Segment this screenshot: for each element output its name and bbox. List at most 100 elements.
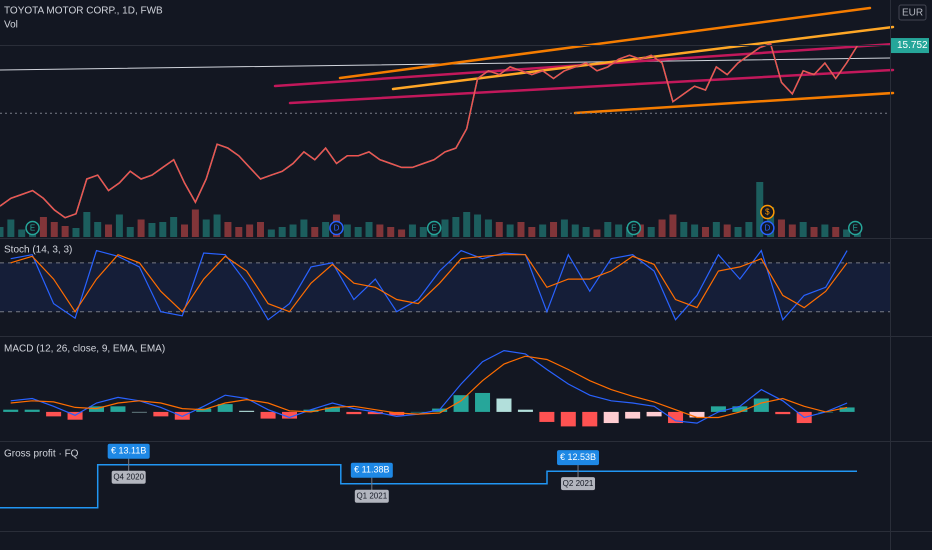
volume-bar <box>788 224 796 237</box>
volume-bar <box>289 224 297 237</box>
step-line <box>0 464 857 509</box>
currency-box[interactable] <box>898 4 927 21</box>
histogram-bar <box>3 409 19 412</box>
volume-bar <box>105 224 113 237</box>
event-label: E <box>30 224 35 233</box>
histogram-bar <box>775 411 791 415</box>
histogram-bar <box>453 395 469 412</box>
event-label: D <box>764 224 770 233</box>
volume-bar <box>495 222 503 237</box>
currency[interactable]: EUR <box>902 8 923 19</box>
volume-bar <box>18 229 26 237</box>
volume-bar <box>799 222 807 237</box>
volume-bar <box>343 224 351 237</box>
histogram-bar <box>239 410 255 412</box>
volume-bar <box>148 223 156 237</box>
period-label-box <box>561 477 596 491</box>
volume-bar <box>680 222 688 237</box>
volume-bar <box>387 227 395 237</box>
histogram-bar <box>517 409 533 412</box>
volume-bar <box>745 222 753 237</box>
volume-bar <box>604 222 612 237</box>
volume-bar <box>528 227 536 237</box>
last-price-label: 15.752 <box>897 40 928 51</box>
event-marker <box>848 220 863 236</box>
volume-bar <box>126 227 134 237</box>
histogram-bar <box>668 411 684 424</box>
histogram-bar <box>24 409 40 412</box>
macd-title: MACD (12, 26, close, 9, EMA, EMA) <box>4 344 165 355</box>
volume-bar <box>474 214 482 237</box>
volume-bar <box>181 224 189 237</box>
event-marker <box>626 220 642 236</box>
histogram-bar <box>496 398 512 412</box>
event-marker <box>25 220 40 236</box>
volume-bar <box>506 224 514 237</box>
volume-bar <box>376 224 384 237</box>
value-label-box <box>107 443 150 459</box>
volume-bar <box>94 222 102 237</box>
event-label: E <box>431 224 436 233</box>
histogram-bar <box>282 411 298 419</box>
stoch-title: Stoch (14, 3, 3) <box>4 245 72 256</box>
volume-bar <box>821 224 829 237</box>
volume-bar <box>408 224 416 237</box>
volume-bar <box>246 224 254 237</box>
volume-bar <box>463 212 471 237</box>
volume-bar <box>159 222 167 237</box>
value-label-box <box>350 462 393 478</box>
period-label-box <box>111 470 146 484</box>
period-label-box <box>354 489 389 503</box>
volume-bar <box>441 219 449 237</box>
histogram-bar <box>367 411 383 415</box>
event-marker <box>760 204 775 220</box>
trend-line <box>338 6 872 80</box>
symbol-title: TOYOTA MOTOR CORP., 1D, FWB <box>4 6 163 17</box>
volume-bar <box>398 229 406 237</box>
histogram-bar <box>732 406 748 412</box>
period-label: Q2 2021 <box>563 479 594 488</box>
volume-bar <box>560 219 568 237</box>
value-label: € 12.53B <box>560 452 596 462</box>
indicator-line <box>10 253 848 313</box>
volume-bar <box>593 229 601 237</box>
histogram-bar <box>110 406 126 412</box>
volume-bar <box>322 222 330 237</box>
event-label: E <box>853 224 858 233</box>
histogram-bar <box>475 392 491 412</box>
volume-bar <box>419 227 427 237</box>
volume-bar <box>756 182 764 237</box>
band-fill <box>0 262 890 312</box>
volume-bar <box>7 219 15 237</box>
histogram-bar <box>131 411 147 413</box>
volume-bar <box>647 227 655 237</box>
volume-bar <box>452 217 460 237</box>
trend-line <box>288 68 895 105</box>
volume-bar <box>550 222 558 237</box>
histogram-bar <box>539 411 555 422</box>
event-label: $ <box>765 208 770 217</box>
volume-bar <box>354 227 362 237</box>
volume-bar <box>701 227 709 237</box>
volume-bar <box>777 219 785 237</box>
volume-bar <box>72 228 80 237</box>
volume-bar <box>669 214 677 237</box>
volume-bar <box>267 229 275 237</box>
volume-bar <box>61 226 69 237</box>
volume-bar <box>191 209 199 237</box>
indicator-line <box>10 355 848 419</box>
volume-bar <box>712 222 720 237</box>
event-label: E <box>631 224 636 233</box>
histogram-bar <box>46 411 62 417</box>
histogram-bar <box>346 411 362 415</box>
volume-bar <box>810 227 818 237</box>
volume-bar <box>723 224 731 237</box>
volume-bar <box>202 219 210 237</box>
value-label: € 11.38B <box>354 465 389 475</box>
volume-bar <box>734 227 742 237</box>
price-line-below <box>0 42 859 219</box>
volume-bar <box>137 219 145 237</box>
